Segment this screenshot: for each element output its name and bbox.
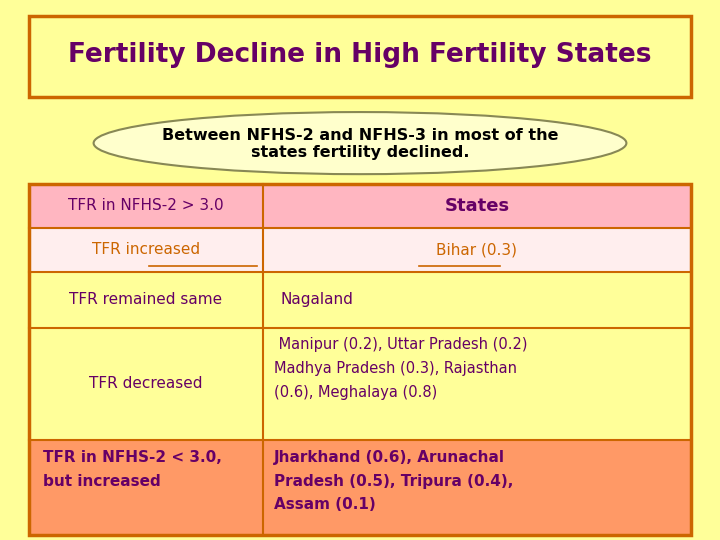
- Bar: [29, 272, 691, 328]
- Bar: [29, 440, 691, 535]
- Text: Pradesh (0.5), Tripura (0.4),: Pradesh (0.5), Tripura (0.4),: [274, 474, 513, 489]
- Text: Fertility Decline in High Fertility States: Fertility Decline in High Fertility Stat…: [68, 42, 652, 68]
- Text: TFR decreased: TFR decreased: [89, 376, 202, 392]
- Bar: [29, 184, 691, 535]
- Text: Assam (0.1): Assam (0.1): [274, 497, 375, 512]
- Text: Between NFHS-2 and NFHS-3 in most of the: Between NFHS-2 and NFHS-3 in most of the: [162, 127, 558, 143]
- Text: but increased: but increased: [43, 474, 161, 489]
- Bar: [29, 184, 691, 228]
- Text: Manipur (0.2), Uttar Pradesh (0.2): Manipur (0.2), Uttar Pradesh (0.2): [274, 338, 527, 353]
- Text: TFR remained same: TFR remained same: [69, 292, 222, 307]
- Text: TFR in NFHS-2 > 3.0: TFR in NFHS-2 > 3.0: [68, 198, 224, 213]
- Text: states fertility declined.: states fertility declined.: [251, 145, 469, 160]
- Ellipse shape: [94, 112, 626, 174]
- Text: Jharkhand (0.6), Arunachal: Jharkhand (0.6), Arunachal: [274, 450, 505, 465]
- Text: (0.6), Meghalaya (0.8): (0.6), Meghalaya (0.8): [274, 385, 437, 400]
- Text: States: States: [444, 197, 510, 215]
- FancyBboxPatch shape: [29, 16, 691, 97]
- Bar: [29, 328, 691, 440]
- Text: TFR in NFHS-2 < 3.0,: TFR in NFHS-2 < 3.0,: [43, 450, 222, 465]
- Text: Madhya Pradesh (0.3), Rajasthan: Madhya Pradesh (0.3), Rajasthan: [274, 361, 517, 376]
- Text: Bihar (0.3): Bihar (0.3): [436, 242, 518, 257]
- Text: Nagaland: Nagaland: [281, 292, 354, 307]
- Text: TFR increased: TFR increased: [91, 242, 200, 257]
- Bar: [29, 228, 691, 272]
